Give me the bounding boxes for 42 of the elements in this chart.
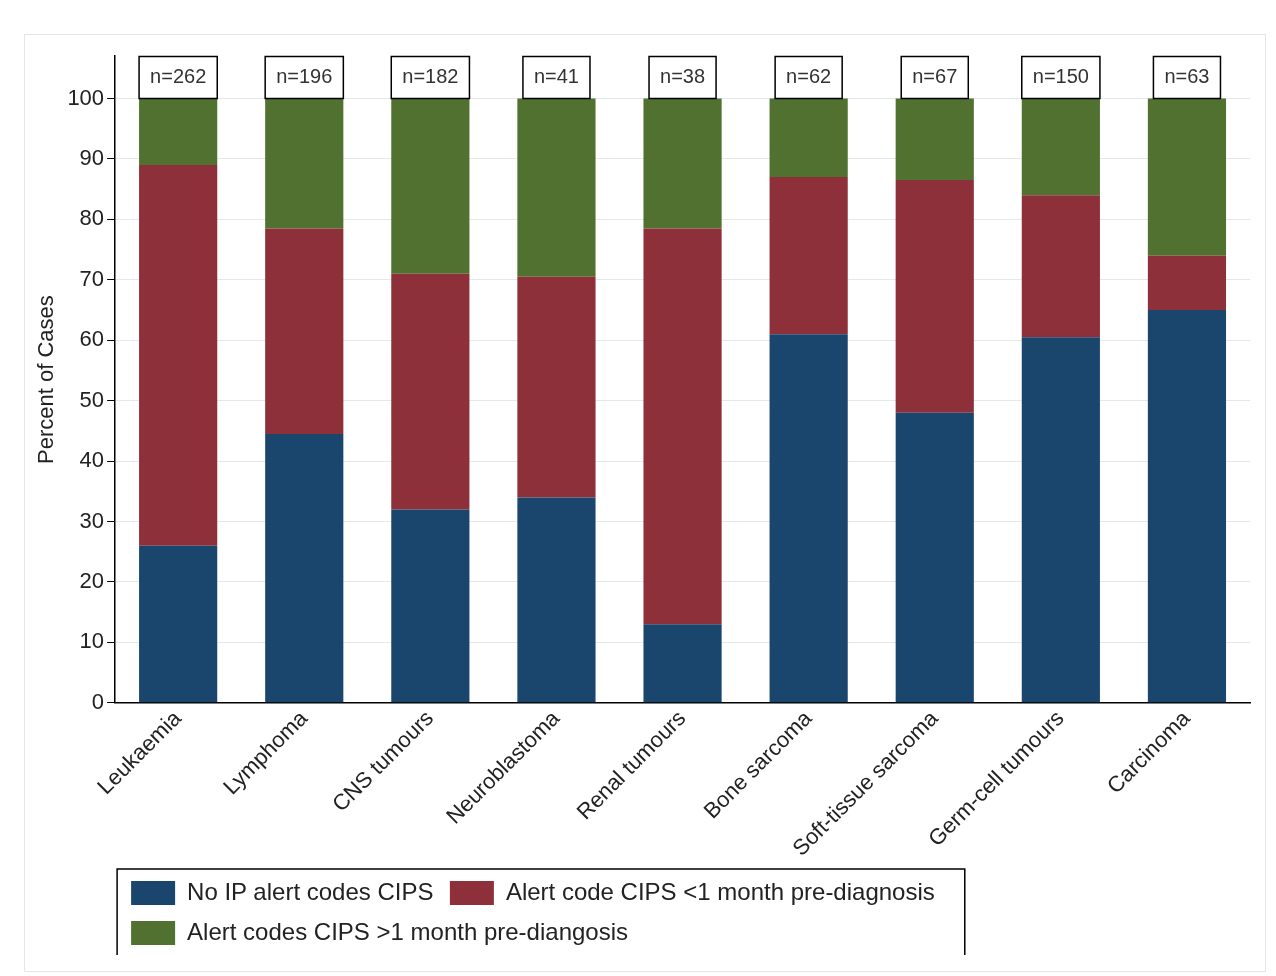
- bar: [643, 624, 722, 703]
- bar: [391, 273, 470, 510]
- legend-label: Alert codes CIPS >1 month pre-diangosis: [187, 917, 629, 945]
- y-tick-label: 60: [79, 326, 105, 352]
- annotation: n=196: [276, 65, 333, 88]
- y-tick-label: 100: [67, 84, 105, 110]
- bar: [265, 228, 344, 434]
- bar: [1021, 337, 1100, 703]
- annotation: n=41: [533, 65, 579, 88]
- bar: [1147, 255, 1227, 311]
- bar: [139, 164, 218, 546]
- annotation: n=182: [402, 65, 459, 88]
- y-tick-label: 80: [79, 205, 105, 231]
- bar: [1021, 195, 1100, 338]
- annotation: n=63: [1164, 65, 1210, 88]
- bar: [265, 433, 344, 703]
- y-tick-label: 10: [79, 628, 105, 654]
- bar: [1147, 310, 1227, 703]
- bar: [139, 545, 218, 703]
- bar: [517, 276, 596, 498]
- bar: [769, 334, 848, 703]
- bar: [517, 497, 596, 703]
- y-tick-label: 20: [79, 568, 105, 594]
- y-tick-label: 0: [91, 688, 105, 714]
- bar: [643, 228, 722, 625]
- y-tick-label: 50: [79, 386, 105, 412]
- legend-label: No IP alert codes CIPS: [187, 877, 434, 905]
- y-tick-label: 90: [79, 145, 105, 170]
- bar: [895, 180, 974, 413]
- y-tick-label: 30: [79, 507, 105, 533]
- annotation: n=67: [912, 65, 958, 88]
- annotation: n=262: [150, 65, 207, 88]
- annotation: n=150: [1032, 65, 1089, 88]
- y-axis-title: Percent of Cases: [33, 295, 59, 464]
- bar: [769, 177, 848, 335]
- annotation: n=62: [786, 65, 832, 88]
- bar: [391, 509, 470, 703]
- y-tick-label: 40: [79, 447, 105, 473]
- legend-label: Alert code CIPS <1 month pre-diagnosis: [505, 877, 935, 905]
- bar: [895, 412, 974, 703]
- annotation: n=38: [660, 65, 706, 88]
- y-tick-label: 70: [79, 265, 105, 291]
